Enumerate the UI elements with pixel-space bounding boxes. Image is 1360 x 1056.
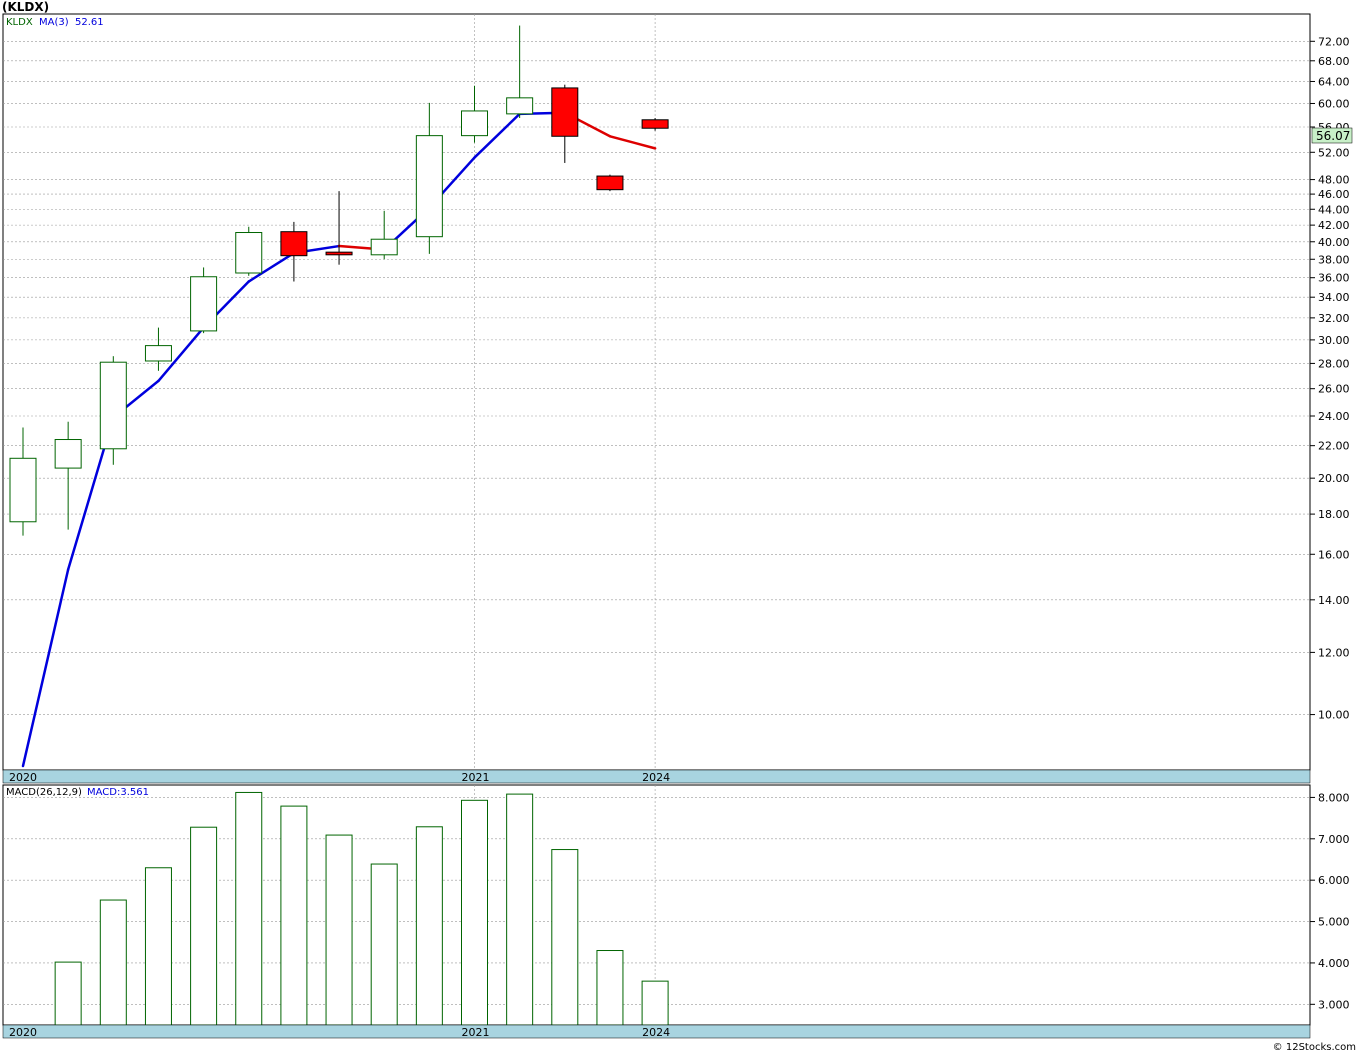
candle-body-up	[370, 238, 398, 256]
candle-body-up	[190, 276, 218, 332]
macd-bar	[551, 849, 579, 1026]
price-y-tick-label: 52.00	[1318, 146, 1350, 159]
macd-bar	[461, 799, 488, 1026]
macd-bar	[415, 826, 443, 1026]
price-y-tick-label: 28.00	[1318, 357, 1350, 370]
price-y-tick-label: 40.00	[1318, 236, 1350, 249]
candle-body-up	[461, 110, 488, 137]
price-y-tick-label: 72.00	[1318, 35, 1350, 48]
macd-x-axis-labels: 2020 2021 2024	[9, 1026, 670, 1039]
price-legend: KLDX MA(3) 52.61	[6, 17, 104, 28]
macd-x-axis-label: 2020	[9, 1026, 37, 1039]
legend-ma-label: MA(3)	[39, 17, 69, 28]
candle-body-up	[235, 232, 263, 274]
price-y-tick-label: 44.00	[1318, 203, 1350, 216]
macd-x-axis-band	[2, 1024, 1311, 1039]
candle-body-up	[54, 439, 82, 469]
macd-bar	[370, 863, 398, 1026]
macd-legend-label: MACD(26,12,9)	[6, 787, 82, 798]
macd-y-tick-label: 8.000	[1318, 791, 1350, 804]
candle-body-up	[144, 345, 172, 362]
macd-bars	[54, 791, 669, 1026]
price-y-axis: 72.0068.0064.0060.0056.0052.0048.0046.00…	[1310, 35, 1350, 722]
candles	[9, 25, 669, 536]
macd-x-axis-label: 2021	[462, 1026, 490, 1039]
legend-symbol: KLDX	[6, 17, 33, 28]
candle-body-down	[280, 231, 308, 257]
price-y-tick-label: 46.00	[1318, 188, 1350, 201]
price-plot-frame	[2, 13, 1311, 771]
price-y-tick-label: 38.00	[1318, 253, 1350, 266]
macd-bar	[280, 805, 308, 1026]
chart-title: (KLDX)	[2, 0, 50, 14]
ma3-segment	[608, 135, 657, 150]
macd-bar	[144, 867, 172, 1026]
price-x-axis-labels: 2020 2021 2024	[9, 771, 670, 784]
price-y-tick-label: 30.00	[1318, 334, 1350, 347]
ma3-segment	[21, 568, 70, 768]
macd-y-tick-label: 3.000	[1318, 998, 1350, 1011]
macd-y-tick-label: 5.000	[1318, 916, 1350, 929]
price-y-tick-label: 42.00	[1318, 219, 1350, 232]
macd-bar	[99, 899, 127, 1026]
price-y-tick-label: 60.00	[1318, 97, 1350, 110]
legend-ma-value: 52.61	[75, 17, 104, 28]
price-y-tick-label: 24.00	[1318, 410, 1350, 423]
macd-bar	[325, 834, 353, 1026]
macd-y-axis: 8.000 7.000 6.000 5.000 4.000 3.000	[1310, 791, 1350, 1011]
price-y-tick-label: 16.00	[1318, 548, 1350, 561]
price-x-axis-label: 2020	[9, 771, 37, 784]
price-y-tick-label: 36.00	[1318, 272, 1350, 285]
candle-body-up	[506, 97, 534, 115]
macd-bar	[235, 791, 263, 1026]
price-x-axis-band	[2, 769, 1311, 784]
price-y-tick-label: 48.00	[1318, 174, 1350, 187]
candle-body-down	[641, 119, 669, 129]
candle-body-down	[325, 251, 353, 256]
macd-y-tick-label: 7.000	[1318, 833, 1350, 846]
price-y-tick-label: 26.00	[1318, 383, 1350, 396]
ma3-segment	[473, 112, 521, 159]
last-price-marker: 56.07	[1311, 127, 1353, 144]
candle-body-down	[596, 175, 624, 191]
macd-legend-value: MACD:3.561	[87, 787, 149, 798]
macd-x-axis-label: 2024	[642, 1026, 670, 1039]
price-gridlines	[3, 40, 1310, 715]
ma3-segment	[247, 251, 296, 283]
price-y-tick-label: 18.00	[1318, 508, 1350, 521]
price-y-tick-label: 14.00	[1318, 594, 1350, 607]
price-y-tick-label: 32.00	[1318, 312, 1350, 325]
price-x-axis-label: 2021	[462, 771, 490, 784]
price-y-tick-label: 20.00	[1318, 472, 1350, 485]
price-y-tick-label: 12.00	[1318, 646, 1350, 659]
price-y-tick-label: 34.00	[1318, 291, 1350, 304]
price-y-tick-label: 64.00	[1318, 75, 1350, 88]
last-price-label: 56.07	[1316, 129, 1350, 143]
candle-body-down	[551, 87, 579, 137]
price-panel: 72.0068.0064.0060.0056.0052.0048.0046.00…	[2, 13, 1353, 784]
ma3-segment	[157, 326, 205, 383]
price-x-axis-label: 2024	[642, 771, 670, 784]
macd-legend: MACD(26,12,9) MACD:3.561	[6, 787, 149, 798]
macd-y-tick-label: 6.000	[1318, 874, 1350, 887]
macd-bar	[641, 980, 669, 1026]
candle-body-up	[99, 361, 127, 450]
price-y-tick-label: 68.00	[1318, 55, 1350, 68]
macd-panel: 8.000 7.000 6.000 5.000 4.000 3.000 MACD(26,1…	[2, 784, 1350, 1039]
price-y-tick-label: 10.00	[1318, 709, 1350, 722]
price-y-tick-label: 22.00	[1318, 440, 1350, 453]
last-price-box	[1311, 127, 1353, 144]
macd-bar	[506, 793, 534, 1026]
copyright-text: © 12Stocks.com	[1272, 1042, 1356, 1053]
macd-bar	[54, 961, 82, 1026]
macd-y-tick-label: 4.000	[1318, 957, 1350, 970]
candle-body-up	[415, 135, 443, 238]
macd-bar	[596, 950, 624, 1026]
macd-bar	[190, 826, 218, 1026]
candle-body-up	[9, 457, 37, 523]
